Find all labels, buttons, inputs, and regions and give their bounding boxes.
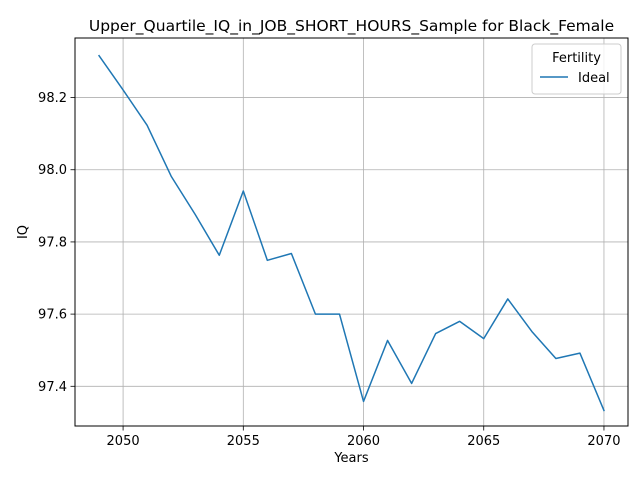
legend-box	[531, 43, 622, 95]
x-axis-label: Years	[333, 451, 369, 466]
y-tick-label: 98.2	[38, 91, 67, 106]
legend-title: Fertility	[552, 51, 601, 66]
x-tick-label: 2065	[467, 434, 500, 449]
grid-lines	[75, 38, 628, 426]
x-tick-label: 2070	[587, 434, 620, 449]
x-tick-label: 2060	[347, 434, 380, 449]
chart-title: Upper_Quartile_IQ_in_JOB_SHORT_HOURS_Sam…	[89, 17, 614, 36]
y-tick-label: 97.4	[38, 380, 67, 395]
axis-ticks: 2050 2055 2060 2065 2070 97.4 97.6 97.8 98.0 98.2	[38, 91, 620, 449]
series-layer	[97, 54, 605, 412]
legend-entry-ideal: Ideal	[578, 71, 610, 86]
plot-frame	[74, 37, 629, 427]
series-line-ideal	[97, 54, 605, 412]
legend: Fertility Ideal	[531, 43, 622, 95]
x-tick-label: 2050	[107, 434, 140, 449]
y-tick-label: 97.8	[38, 235, 67, 250]
y-tick-label: 98.0	[38, 163, 67, 178]
y-axis-label: IQ	[16, 225, 31, 239]
x-tick-label: 2055	[227, 434, 260, 449]
y-tick-label: 97.6	[38, 308, 67, 323]
